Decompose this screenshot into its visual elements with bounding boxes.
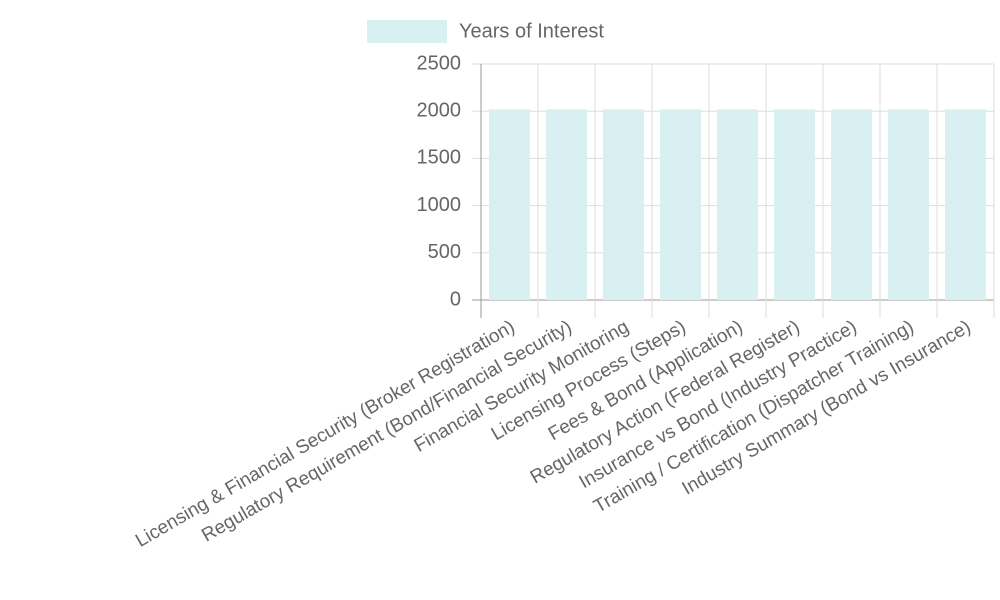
bar bbox=[888, 109, 929, 300]
bar bbox=[774, 109, 815, 300]
y-tick-label: 2500 bbox=[417, 52, 462, 74]
y-tick-label: 500 bbox=[428, 241, 461, 263]
y-tick-label: 2000 bbox=[417, 99, 462, 121]
bar bbox=[489, 109, 530, 300]
bar bbox=[831, 109, 872, 300]
bar bbox=[717, 109, 758, 300]
legend-label[interactable]: Years of Interest bbox=[459, 20, 604, 42]
bar bbox=[945, 109, 986, 300]
y-tick-label: 1000 bbox=[417, 194, 462, 216]
y-tick-label: 0 bbox=[450, 288, 461, 310]
bar bbox=[660, 109, 701, 300]
bar bbox=[603, 109, 644, 300]
y-tick-label: 1500 bbox=[417, 147, 462, 169]
x-tick-label: Licensing & Financial Security (Broker R… bbox=[132, 316, 518, 551]
bar bbox=[546, 109, 587, 300]
legend-swatch[interactable] bbox=[367, 20, 447, 43]
